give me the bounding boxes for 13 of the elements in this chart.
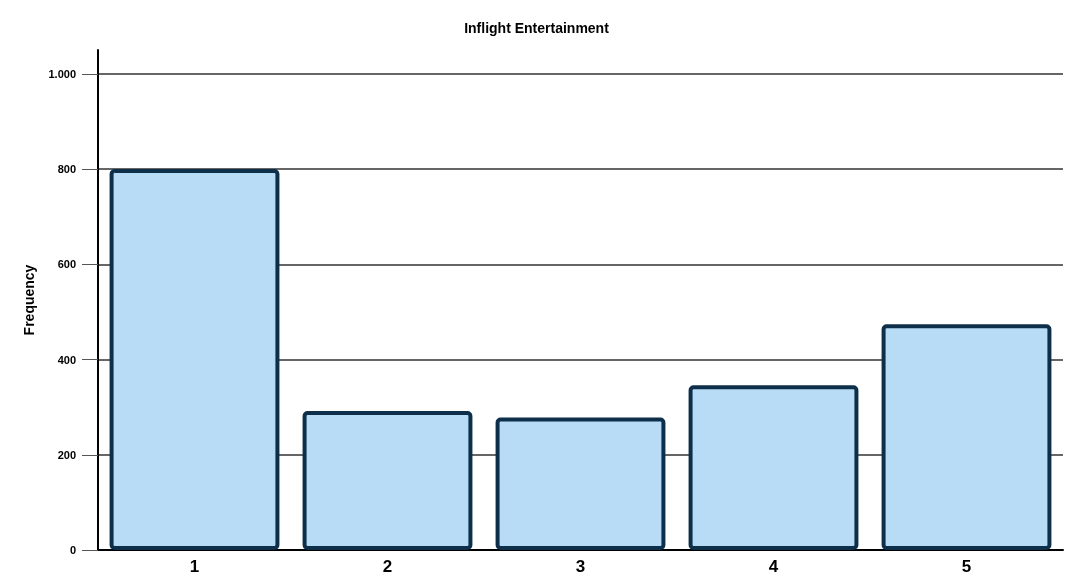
- x-tick-label: 3: [575, 557, 586, 576]
- x-tick-label: 2: [382, 557, 393, 576]
- x-tick-label: 4: [768, 557, 779, 576]
- y-tick-label: 0: [69, 544, 76, 556]
- y-tick-label: 200: [57, 448, 76, 461]
- x-tick-label: 5: [961, 557, 972, 576]
- y-tick-label: 800: [57, 163, 76, 176]
- chart-title: Inflight Entertainment: [464, 20, 610, 36]
- y-tick-label: 400: [57, 353, 76, 366]
- x-tick-label: 1: [189, 557, 200, 576]
- y-tick-label: 600: [57, 258, 76, 271]
- y-tick-label: 1.000: [48, 67, 76, 80]
- y-axis-title: Frequency: [21, 264, 37, 336]
